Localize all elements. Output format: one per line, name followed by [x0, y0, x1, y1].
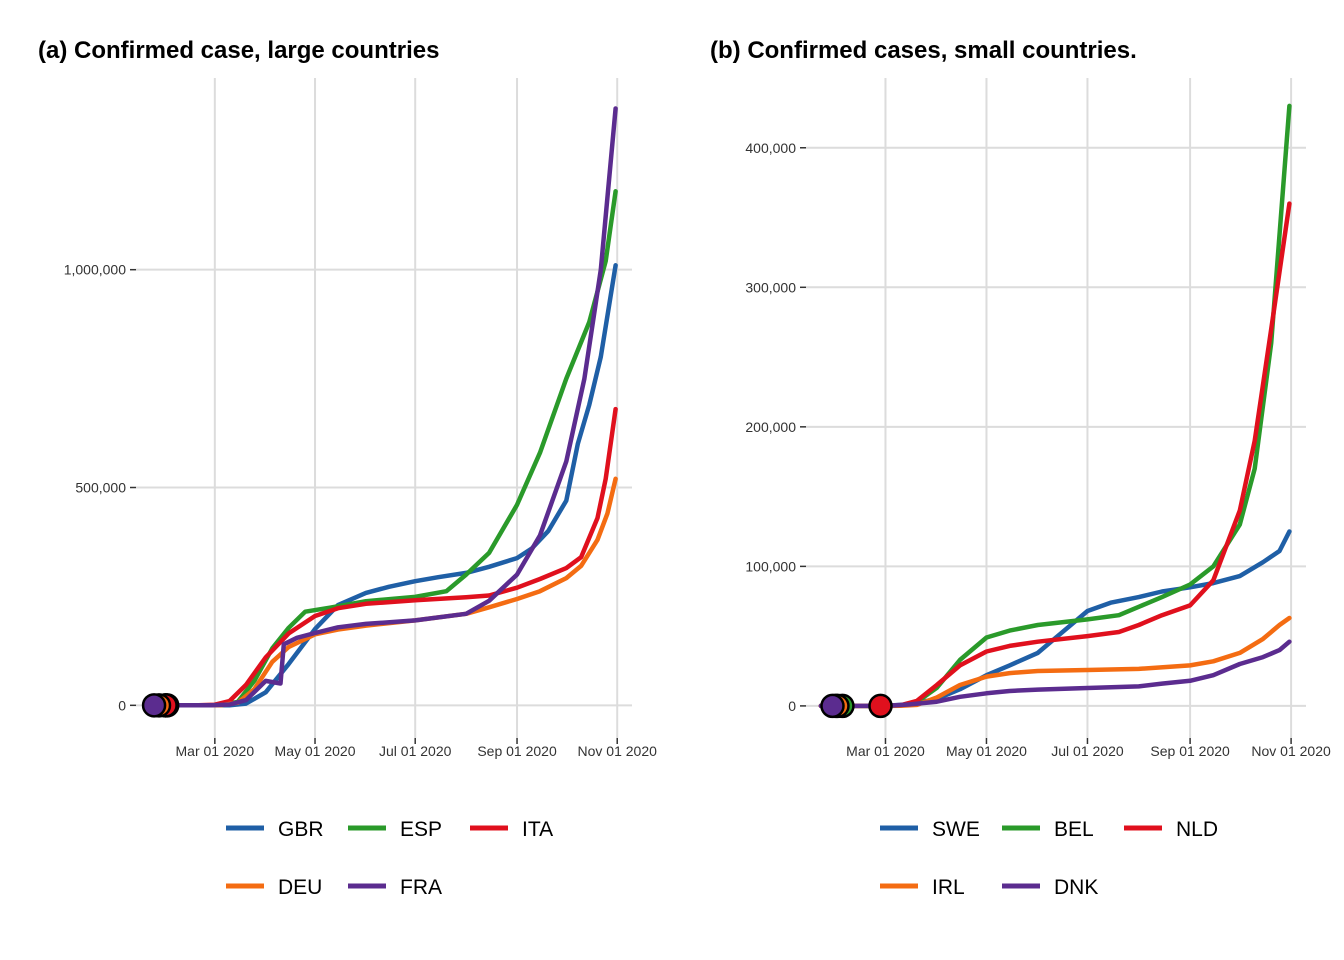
panel-a-title: (a) Confirmed case, large countries [38, 37, 439, 64]
series-line-ita [148, 406, 618, 708]
series-line-dnk [818, 639, 1292, 709]
legend-label-gbr: GBR [278, 818, 324, 841]
panel-a-series [141, 106, 618, 718]
legend-label-deu: DEU [278, 876, 322, 899]
panel-b-xtick-label: May 01 2020 [946, 743, 1027, 759]
panel-b: (b) Confirmed cases, small countries. Ma… [710, 37, 1331, 899]
legend-label-bel: BEL [1054, 818, 1094, 841]
panel-a-ytick-label: 0 [118, 697, 126, 713]
panel-a-ytick-label: 500,000 [75, 480, 126, 496]
start-marker-nld [868, 693, 893, 719]
legend-label-nld: NLD [1176, 818, 1218, 841]
panel-b-grid [806, 78, 1306, 738]
panel-a-legend: GBR ESP ITA DEU FRA [226, 818, 553, 899]
panel-b-ytick-label: 200,000 [745, 419, 796, 435]
panel-b-ytick-label: 300,000 [745, 279, 796, 295]
panel-b-xtick-label: Jul 01 2020 [1051, 743, 1124, 759]
panel-a-xtick-label: Sep 01 2020 [477, 743, 557, 759]
series-line-irl [818, 615, 1292, 709]
panel-a-axes: Mar 01 2020 May 01 2020 Jul 01 2020 Sep 01 … [64, 262, 657, 759]
series-line-fra [148, 106, 618, 708]
panel-b-legend: SWE BEL NLD IRL DNK [880, 818, 1218, 899]
panel-b-ytick-label: 100,000 [745, 558, 796, 574]
panel-a-xtick-label: May 01 2020 [275, 743, 356, 759]
start-marker-fra [141, 693, 167, 718]
legend-label-irl: IRL [932, 876, 965, 899]
panel-b-title: (b) Confirmed cases, small countries. [710, 37, 1137, 64]
panel-a-xtick-label: Mar 01 2020 [176, 743, 255, 759]
series-line-esp [148, 189, 618, 708]
series-line-nld [818, 201, 1292, 709]
panel-b-series [818, 103, 1292, 719]
series-line-bel [818, 103, 1292, 709]
panel-b-xtick-label: Sep 01 2020 [1150, 743, 1230, 759]
panel-b-axes: Mar 01 2020 May 01 2020 Jul 01 2020 Sep 01 … [745, 140, 1331, 759]
panel-a-ytick-label: 1,000,000 [64, 262, 126, 278]
panel-a: (a) Confirmed case, large countries Mar … [38, 37, 657, 899]
legend-label-ita: ITA [522, 818, 553, 841]
panel-a-xtick-label: Nov 01 2020 [578, 743, 658, 759]
series-line-gbr [148, 263, 618, 708]
start-marker-dnk [820, 693, 845, 719]
legend-label-dnk: DNK [1054, 876, 1098, 899]
panel-b-xtick-label: Mar 01 2020 [846, 743, 925, 759]
panel-b-xtick-label: Nov 01 2020 [1251, 743, 1331, 759]
legend-label-fra: FRA [400, 876, 442, 899]
legend-label-swe: SWE [932, 818, 980, 841]
legend-label-esp: ESP [400, 818, 442, 841]
panel-a-xtick-label: Jul 01 2020 [379, 743, 452, 759]
panel-b-ytick-label: 0 [788, 698, 796, 714]
panel-b-ytick-label: 400,000 [745, 140, 796, 156]
